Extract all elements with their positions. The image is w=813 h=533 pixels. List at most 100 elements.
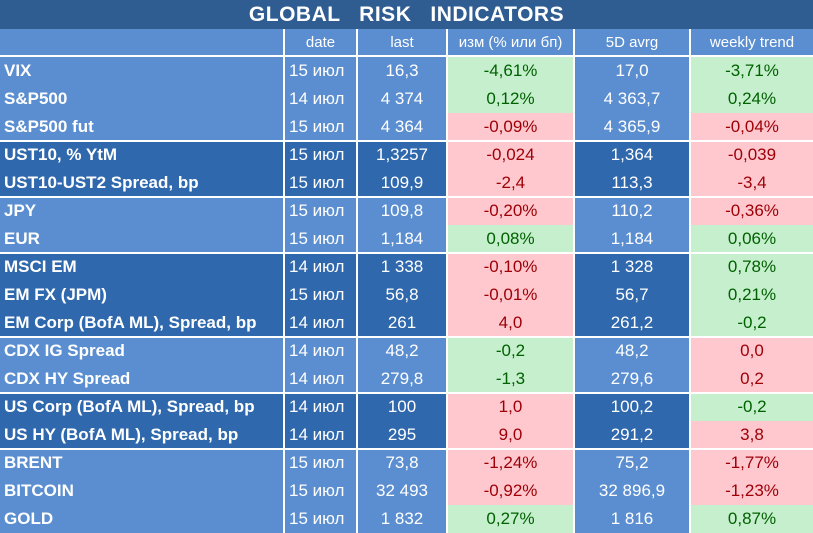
row-12-name: CDX HY Spread bbox=[0, 365, 283, 393]
row-4-last: 1,3257 bbox=[358, 141, 446, 169]
row-5-name: UST10-UST2 Spread, bp bbox=[0, 169, 283, 197]
row-13-last: 100 bbox=[358, 393, 446, 421]
row-6-date: 15 июл bbox=[285, 197, 356, 225]
row-5-avg: 113,3 bbox=[575, 169, 689, 197]
row-11-trend: 0,0 bbox=[691, 337, 813, 365]
row-6-chg: -0,20% bbox=[448, 197, 573, 225]
row-12-last: 279,8 bbox=[358, 365, 446, 393]
row-17-chg: 0,27% bbox=[448, 505, 573, 533]
column-divider bbox=[283, 29, 285, 57]
row-10-trend: -0,2 bbox=[691, 309, 813, 337]
row-15-last: 73,8 bbox=[358, 449, 446, 477]
row-2-avg: 4 363,7 bbox=[575, 85, 689, 113]
row-9-avg: 56,7 bbox=[575, 281, 689, 309]
row-11-last: 48,2 bbox=[358, 337, 446, 365]
row-2-chg: 0,12% bbox=[448, 85, 573, 113]
row-11-avg: 48,2 bbox=[575, 337, 689, 365]
row-14-chg: 9,0 bbox=[448, 421, 573, 449]
row-13-name: US Corp (BofA ML), Spread, bp bbox=[0, 393, 283, 421]
row-4-chg: -0,024 bbox=[448, 141, 573, 169]
row-2-last: 4 374 bbox=[358, 85, 446, 113]
row-13-date: 14 июл bbox=[285, 393, 356, 421]
group-divider bbox=[0, 196, 813, 198]
row-3-avg: 4 365,9 bbox=[575, 113, 689, 141]
row-7-avg: 1,184 bbox=[575, 225, 689, 253]
row-14-name: US HY (BofA ML), Spread, bp bbox=[0, 421, 283, 449]
row-11-chg: -0,2 bbox=[448, 337, 573, 365]
group-divider bbox=[0, 140, 813, 142]
header-change: изм (% или бп) bbox=[448, 29, 573, 55]
row-10-avg: 261,2 bbox=[575, 309, 689, 337]
row-3-last: 4 364 bbox=[358, 113, 446, 141]
row-3-chg: -0,09% bbox=[448, 113, 573, 141]
row-1-date: 15 июл bbox=[285, 57, 356, 85]
group-divider bbox=[0, 252, 813, 254]
row-6-avg: 110,2 bbox=[575, 197, 689, 225]
row-12-trend: 0,2 bbox=[691, 365, 813, 393]
row-9-date: 15 июл bbox=[285, 281, 356, 309]
row-8-avg: 1 328 bbox=[575, 253, 689, 281]
row-17-date: 15 июл bbox=[285, 505, 356, 533]
row-8-trend: 0,78% bbox=[691, 253, 813, 281]
row-5-date: 15 июл bbox=[285, 169, 356, 197]
column-divider bbox=[356, 29, 358, 57]
row-14-avg: 291,2 bbox=[575, 421, 689, 449]
row-16-date: 15 июл bbox=[285, 477, 356, 505]
row-10-chg: 4,0 bbox=[448, 309, 573, 337]
row-17-trend: 0,87% bbox=[691, 505, 813, 533]
row-15-chg: -1,24% bbox=[448, 449, 573, 477]
row-5-chg: -2,4 bbox=[448, 169, 573, 197]
header-date: date bbox=[285, 29, 356, 55]
row-6-last: 109,8 bbox=[358, 197, 446, 225]
row-16-chg: -0,92% bbox=[448, 477, 573, 505]
row-9-chg: -0,01% bbox=[448, 281, 573, 309]
row-14-date: 14 июл bbox=[285, 421, 356, 449]
row-17-name: GOLD bbox=[0, 505, 283, 533]
row-4-date: 15 июл bbox=[285, 141, 356, 169]
row-7-trend: 0,06% bbox=[691, 225, 813, 253]
row-15-name: BRENT bbox=[0, 449, 283, 477]
row-16-avg: 32 896,9 bbox=[575, 477, 689, 505]
row-14-last: 295 bbox=[358, 421, 446, 449]
row-1-avg: 17,0 bbox=[575, 57, 689, 85]
row-11-name: CDX IG Spread bbox=[0, 337, 283, 365]
header-5d-avg: 5D avrg bbox=[575, 29, 689, 55]
row-2-date: 14 июл bbox=[285, 85, 356, 113]
row-14-trend: 3,8 bbox=[691, 421, 813, 449]
row-9-trend: 0,21% bbox=[691, 281, 813, 309]
row-7-chg: 0,08% bbox=[448, 225, 573, 253]
row-6-trend: -0,36% bbox=[691, 197, 813, 225]
row-17-avg: 1 816 bbox=[575, 505, 689, 533]
row-7-date: 15 июл bbox=[285, 225, 356, 253]
table-title: GLOBAL RISK INDICATORS bbox=[0, 0, 813, 29]
group-divider bbox=[0, 448, 813, 450]
column-divider bbox=[573, 29, 575, 57]
row-10-name: EM Corp (BofA ML), Spread, bp bbox=[0, 309, 283, 337]
row-4-trend: -0,039 bbox=[691, 141, 813, 169]
row-9-last: 56,8 bbox=[358, 281, 446, 309]
row-12-chg: -1,3 bbox=[448, 365, 573, 393]
column-divider bbox=[446, 29, 448, 57]
row-12-avg: 279,6 bbox=[575, 365, 689, 393]
row-9-name: EM FX (JPM) bbox=[0, 281, 283, 309]
group-divider bbox=[0, 336, 813, 338]
row-3-date: 15 июл bbox=[285, 113, 356, 141]
row-15-avg: 75,2 bbox=[575, 449, 689, 477]
row-11-date: 14 июл bbox=[285, 337, 356, 365]
row-1-chg: -4,61% bbox=[448, 57, 573, 85]
row-13-chg: 1,0 bbox=[448, 393, 573, 421]
row-15-date: 15 июл bbox=[285, 449, 356, 477]
row-3-trend: -0,04% bbox=[691, 113, 813, 141]
row-1-last: 16,3 bbox=[358, 57, 446, 85]
header-last: last bbox=[358, 29, 446, 55]
header-blank bbox=[0, 29, 283, 55]
row-6-name: JPY bbox=[0, 197, 283, 225]
row-7-name: EUR bbox=[0, 225, 283, 253]
row-8-name: MSCI EM bbox=[0, 253, 283, 281]
row-3-name: S&P500 fut bbox=[0, 113, 283, 141]
row-2-trend: 0,24% bbox=[691, 85, 813, 113]
row-10-date: 14 июл bbox=[285, 309, 356, 337]
row-10-last: 261 bbox=[358, 309, 446, 337]
row-8-last: 1 338 bbox=[358, 253, 446, 281]
